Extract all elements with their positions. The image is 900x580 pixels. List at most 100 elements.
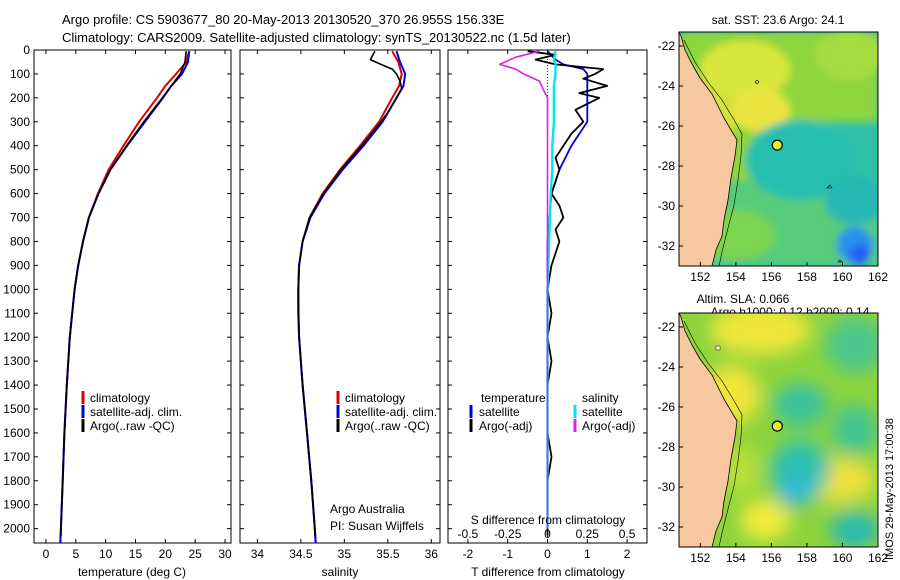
map-y-tick-label: -30 (658, 199, 676, 213)
x2-tick-label: 0.5 (619, 527, 636, 541)
depth-tick-label: 900 (10, 258, 30, 272)
x2-tick-label: -0.5 (458, 527, 479, 541)
difference-series (498, 50, 609, 536)
difference-x-axis: -2 -1 0 1 2-0.5 -0.25 0 0.25 0.5 (458, 50, 636, 561)
map-y-tick-label: -24 (658, 79, 676, 93)
reef-contour (754, 79, 843, 263)
sst-field (679, 32, 878, 266)
temperature-xlabel: temperature (deg C) (78, 565, 186, 579)
legend-header-salinity: salinity (582, 391, 619, 405)
temperature-legend: climatology satellite-adj. clim. Argo(..… (81, 391, 182, 433)
depth-tick-label: 700 (10, 211, 30, 225)
map-x-tick-label: 160 (832, 551, 852, 565)
map-x-tick-label: 162 (868, 551, 888, 565)
station-marker (715, 345, 721, 351)
depth-tick-label: 800 (10, 234, 30, 248)
legend-label-temp-satellite: satellite (479, 405, 520, 419)
sla-field (679, 313, 878, 547)
x-tick-label: 34.5 (289, 547, 313, 561)
map-x-tick-label: 156 (761, 551, 781, 565)
x-tick-label: 15 (129, 547, 143, 561)
sla-map: Altim. SLA: 0.066 Argo h1000: 0.12 h2000… (658, 292, 889, 565)
sst-map-frame (678, 31, 879, 267)
australia-coast (679, 313, 738, 547)
depth-tick-label: 300 (10, 115, 30, 129)
x-tick-label: -2 (463, 547, 474, 561)
depth-tick-label: 1400 (3, 378, 30, 392)
map-y-tick-label: -28 (658, 159, 676, 173)
depth-tick-label: 400 (10, 139, 30, 153)
shelf-contour (683, 320, 743, 547)
map-x-tick-label: 152 (690, 270, 710, 284)
argo-position-marker (771, 420, 783, 432)
sst-map-axes: 152 154 156 158 160 162 -22 -24 -26 -28 -30 -32 (658, 39, 889, 284)
map-y-tick-label: -22 (658, 320, 676, 334)
shelf-contour (683, 39, 743, 266)
title-line-1: Argo profile: CS 5903677_80 20-May-2013 … (62, 12, 505, 27)
x-tick-label: 36 (425, 547, 439, 561)
x2-tick-label: 0.25 (576, 527, 600, 541)
map-y-tick-label: -30 (658, 480, 676, 494)
legend-label-argo: Argo(..raw -QC) (345, 419, 430, 433)
sst-map: sat. SST: 23.6 Argo: 24.1 (658, 13, 889, 284)
x-tick-label: 1 (584, 547, 591, 561)
temperature-difference-xlabel: T difference from climatology (471, 565, 625, 579)
x-tick-label: -1 (502, 547, 513, 561)
imos-timestamp-label: IMOS 29-May-2013 17:00:38 (884, 418, 896, 560)
depth-tick-label: 100 (10, 67, 30, 81)
title-line-2: Climatology: CARS2009. Satellite-adjuste… (62, 30, 571, 45)
map-x-tick-label: 156 (761, 270, 781, 284)
legend-label-satellite: satellite-adj. clim. (345, 405, 437, 419)
legend-label-satellite: satellite-adj. clim. (90, 405, 182, 419)
map-y-tick-label: -32 (658, 239, 676, 253)
salinity-x-axis: 34 34.5 35 35.5 36 (251, 50, 439, 561)
x2-tick-label: -0.25 (494, 527, 522, 541)
salinity-difference-xlabel: S difference from climatology (471, 513, 626, 527)
map-y-tick-label: -22 (658, 39, 676, 53)
x-tick-label: 35 (338, 547, 352, 561)
legend-label-temp-argo: Argo(-adj) (479, 419, 532, 433)
depth-tick-label: 1900 (3, 498, 30, 512)
x-tick-label: 25 (189, 547, 203, 561)
x-tick-label: 35.5 (376, 547, 400, 561)
x-tick-label: 5 (72, 547, 79, 561)
series-salinity-argo (297, 50, 403, 536)
map-x-tick-label: 162 (868, 270, 888, 284)
legend-label-sal-satellite: satellite (582, 405, 623, 419)
x-tick-label: 20 (159, 547, 173, 561)
x-tick-label: 0 (544, 547, 551, 561)
map-y-tick-label: -32 (658, 520, 676, 534)
depth-tick-label: 1600 (3, 426, 30, 440)
sla-map-title: Altim. SLA: 0.066 (697, 292, 790, 306)
salinity-plot-frame (239, 49, 441, 544)
x-tick-label: 34 (251, 547, 265, 561)
map-y-tick-label: -28 (658, 440, 676, 454)
depth-tick-label: 1100 (4, 306, 30, 320)
map-x-tick-label: 154 (726, 270, 746, 284)
depth-tick-label: 1300 (3, 354, 30, 368)
series-sal-diff-argo (498, 50, 549, 529)
map-x-tick-label: 160 (832, 270, 852, 284)
difference-depth-ticks (448, 49, 647, 530)
series-temperature-argo (60, 51, 187, 536)
salinity-panel: 34 34.5 35 35.5 36 salinity climatology sate… (239, 49, 441, 579)
temperature-x-axis: 0 5 10 15 20 25 30 (43, 50, 232, 561)
sla-map-frame (678, 312, 879, 548)
map-x-tick-label: 158 (797, 551, 817, 565)
legend-label-sal-argo: Argo(-adj) (582, 419, 635, 433)
annotation-pi: PI: Susan Wijffels (330, 519, 424, 533)
salinity-depth-ticks (240, 49, 440, 530)
map-y-tick-label: -24 (658, 360, 676, 374)
salinity-xlabel: salinity (322, 565, 359, 579)
annotation-argo-australia: Argo Australia (330, 502, 405, 516)
x-tick-label: 0 (43, 547, 50, 561)
map-x-tick-label: 154 (726, 551, 746, 565)
temperature-series (59, 50, 191, 544)
sst-map-title: sat. SST: 23.6 Argo: 24.1 (712, 13, 845, 27)
depth-tick-label: 0 (23, 43, 30, 57)
depth-tick-label: 2000 (3, 522, 30, 536)
salinity-series (297, 50, 407, 544)
depth-tick-label: 1800 (3, 474, 30, 488)
map-y-tick-label: -26 (658, 119, 676, 133)
